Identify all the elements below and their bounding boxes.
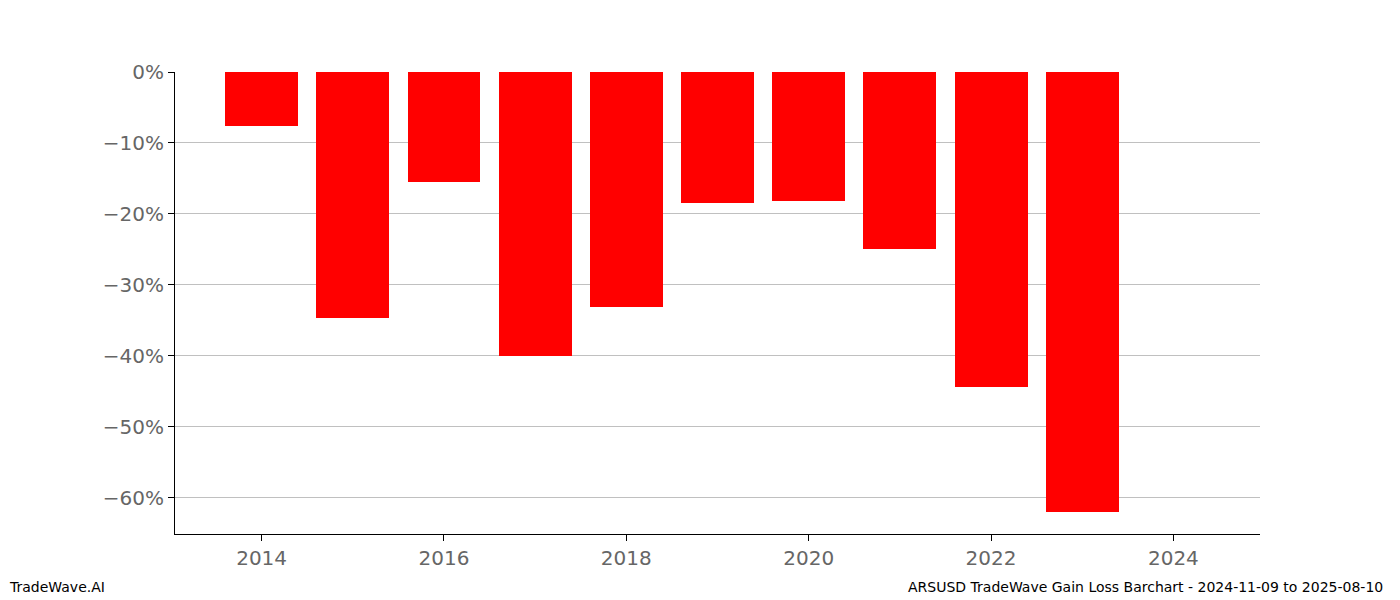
svg-text:−20%: −20% <box>103 202 164 226</box>
svg-text:−50%: −50% <box>103 415 164 439</box>
svg-text:2020: 2020 <box>783 546 834 570</box>
svg-text:2022: 2022 <box>966 546 1017 570</box>
svg-text:2016: 2016 <box>419 546 470 570</box>
svg-text:2024: 2024 <box>1148 546 1199 570</box>
svg-text:ARSUSD TradeWave Gain Loss Bar: ARSUSD TradeWave Gain Loss Barchart - 20… <box>908 579 1383 595</box>
svg-text:−60%: −60% <box>103 486 164 510</box>
svg-text:2014: 2014 <box>236 546 287 570</box>
svg-text:−40%: −40% <box>103 344 164 368</box>
svg-text:−10%: −10% <box>103 131 164 155</box>
svg-text:2018: 2018 <box>601 546 652 570</box>
svg-text:0%: 0% <box>132 60 164 84</box>
svg-text:TradeWave.AI: TradeWave.AI <box>9 579 105 595</box>
svg-text:−30%: −30% <box>103 273 164 297</box>
